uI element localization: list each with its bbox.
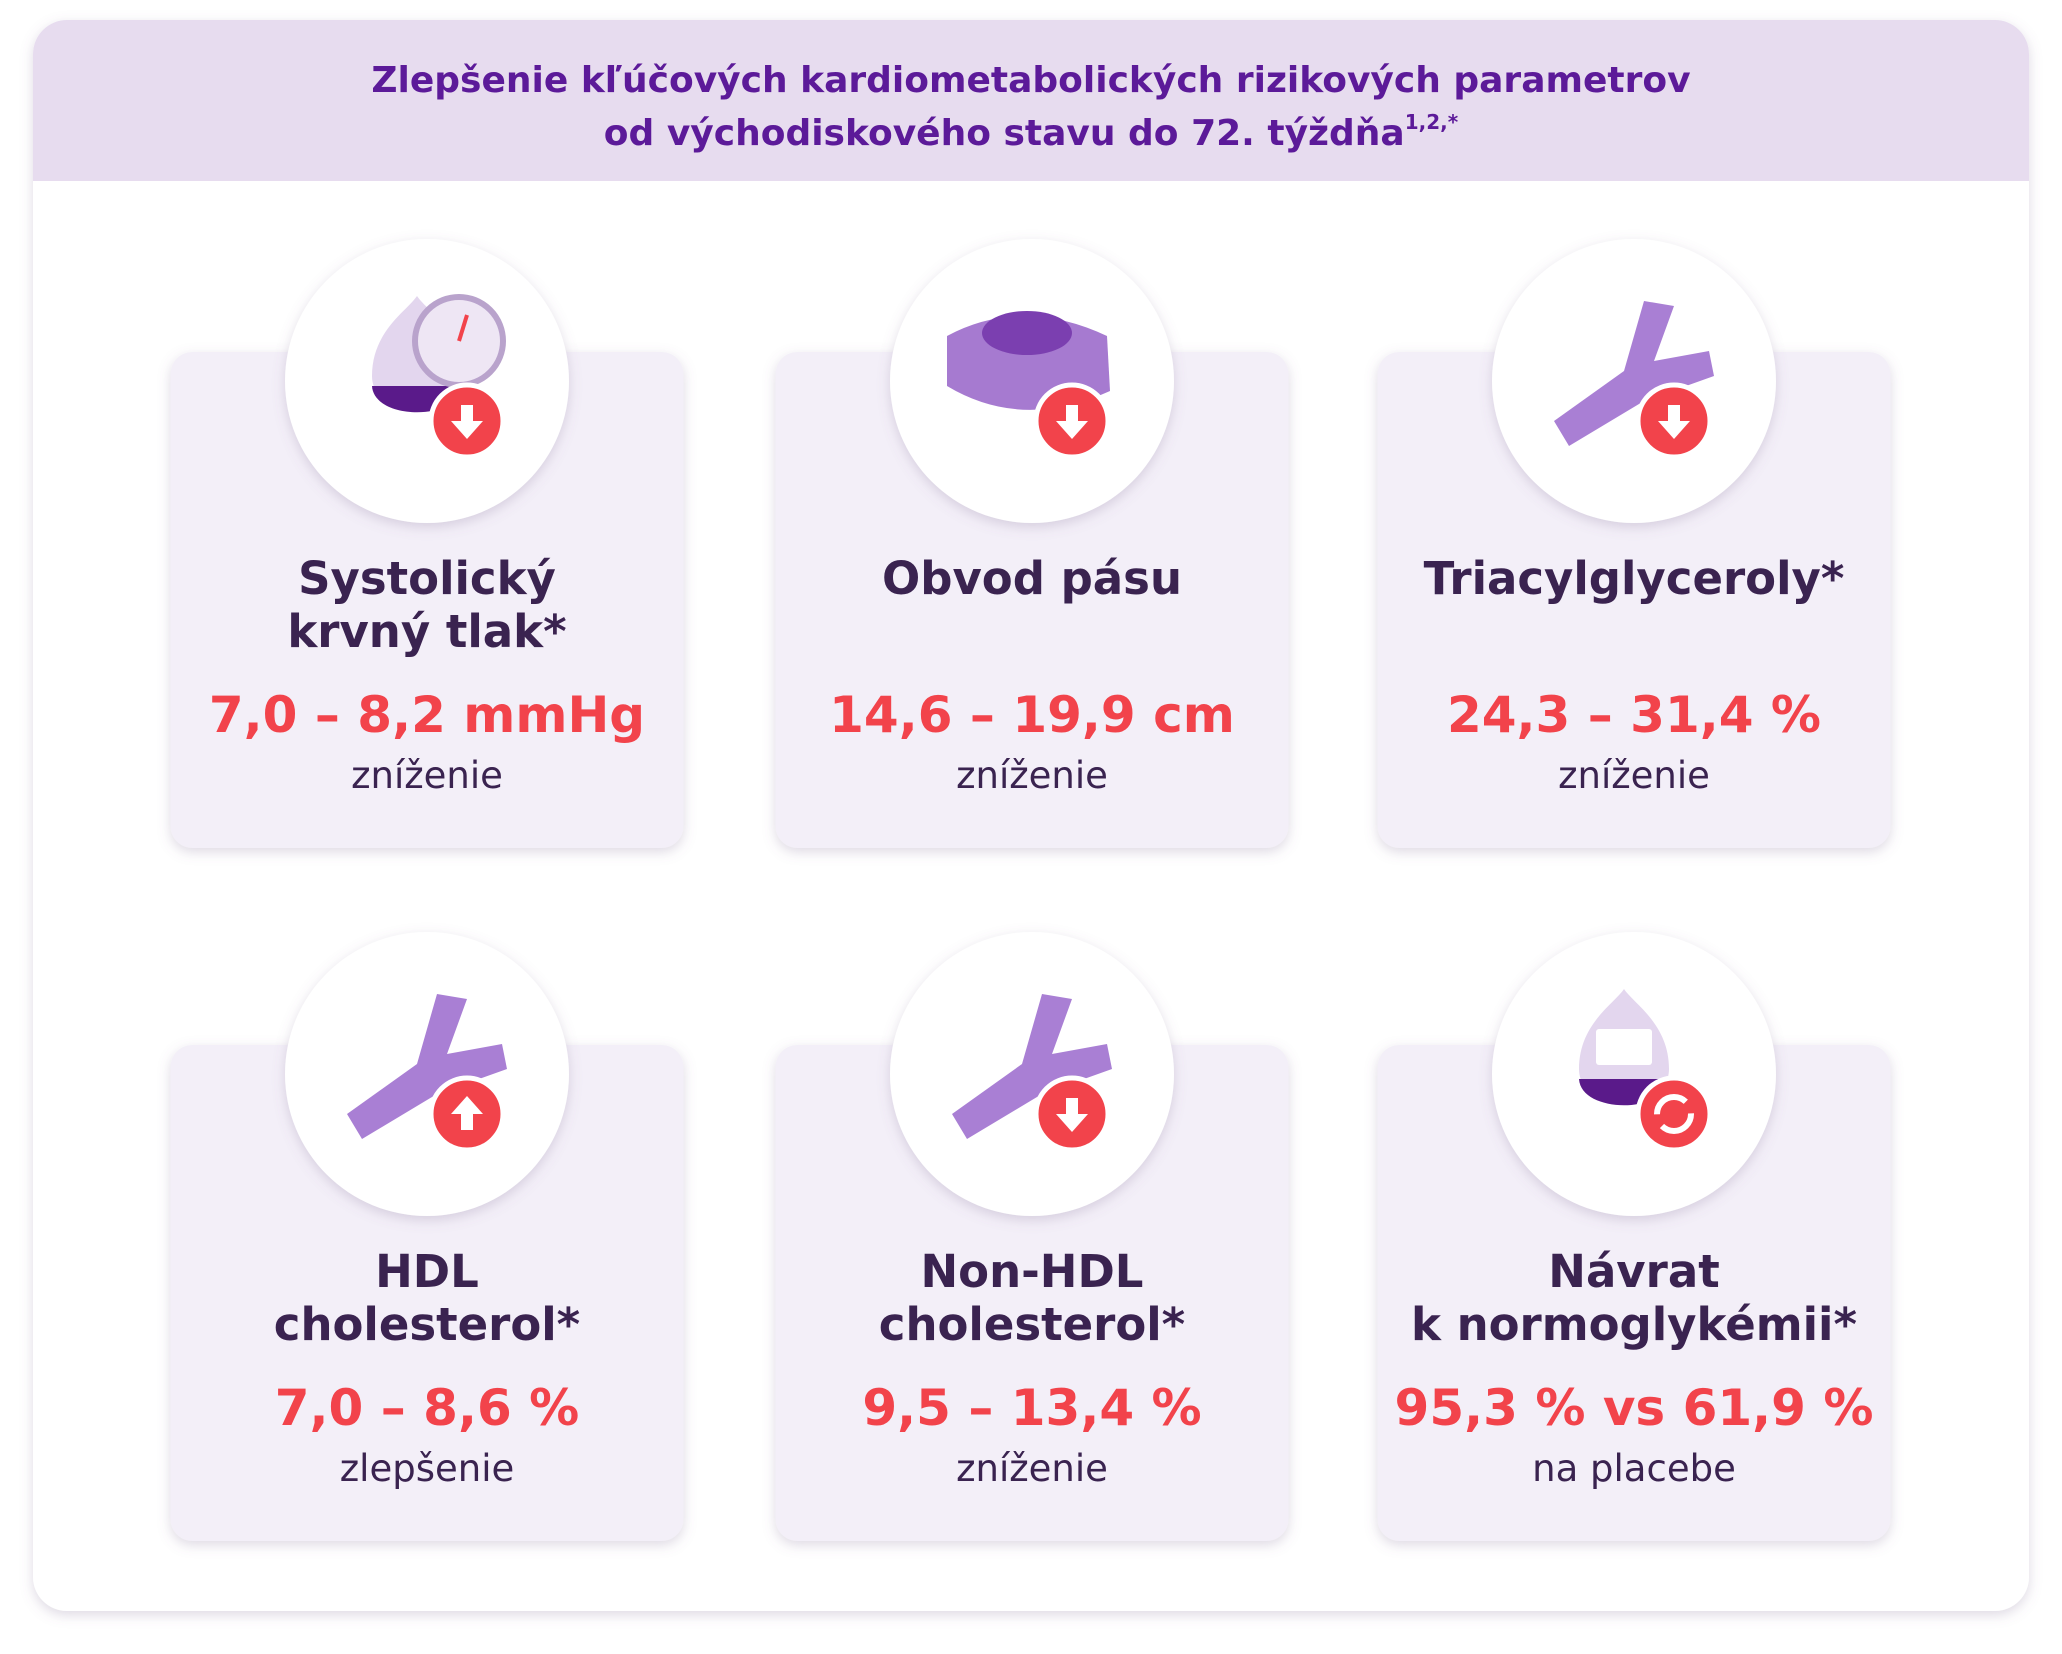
card-title: cholesterol* — [274, 1298, 580, 1351]
icon-vessel — [1554, 301, 1714, 446]
icon-needle — [457, 314, 469, 342]
card-value: 7,0 – 8,6 % — [275, 1379, 579, 1437]
card-value: 14,6 – 19,9 cm — [829, 686, 1235, 744]
card-title: cholesterol* — [879, 1298, 1185, 1351]
card-bg — [1377, 1045, 1891, 1541]
card-title: Triacylglyceroly* — [1424, 552, 1845, 605]
card: Obvod pásu 14,6 – 19,9 cm zníženie — [775, 239, 1289, 848]
card-note: zníženie — [956, 1447, 1108, 1490]
icon-vessel — [952, 994, 1112, 1139]
icon-roll — [982, 311, 1072, 355]
card-value: 95,3 % vs 61,9 % — [1395, 1379, 1874, 1437]
card-note: zníženie — [1558, 754, 1710, 797]
badge-arrow — [451, 1096, 483, 1130]
card-bg — [775, 352, 1289, 848]
header-title-text: od východiskového stavu do 72. týždňa — [604, 113, 1405, 154]
badge-arrow — [1056, 405, 1088, 439]
badge-arrow — [1056, 1098, 1088, 1132]
card-title: HDL — [375, 1245, 479, 1298]
icon-vessel — [347, 994, 507, 1139]
card-bg — [170, 1045, 684, 1541]
card-bg — [775, 1045, 1289, 1541]
card-title: krvný tlak* — [287, 605, 566, 658]
badge-cycle — [1654, 1094, 1694, 1134]
icon-label — [1596, 1029, 1652, 1065]
header-superscript: 1,2,* — [1405, 110, 1459, 134]
header-title-line: Zlepšenie kľúčových kardiometabolických … — [371, 60, 1690, 101]
card-value: 24,3 – 31,4 % — [1447, 686, 1821, 744]
card-note: na placebe — [1532, 1447, 1736, 1490]
card-value: 9,5 – 13,4 % — [862, 1379, 1201, 1437]
card-note: zníženie — [956, 754, 1108, 797]
card-title: Systolický — [298, 552, 556, 605]
badge-arrow — [451, 405, 483, 439]
card-bg — [1377, 352, 1891, 848]
card-value: 7,0 – 8,2 mmHg — [209, 686, 645, 744]
card-title: k normoglykémii* — [1411, 1298, 1857, 1351]
badge-arrow — [1658, 405, 1690, 439]
card-note: zlepšenie — [340, 1447, 515, 1490]
card: Triacylglyceroly* 24,3 – 31,4 % zníženie — [1377, 239, 1891, 848]
card-title: Obvod pásu — [882, 552, 1182, 605]
card-note: zníženie — [351, 754, 503, 797]
badge — [1635, 1075, 1713, 1153]
header-title-line: od východiskového stavu do 72. týždňa1,2… — [604, 110, 1459, 154]
card-title: Non-HDL — [921, 1245, 1144, 1298]
card-title: Návrat — [1548, 1245, 1719, 1298]
card-bg — [170, 352, 684, 848]
header-band — [33, 20, 2029, 181]
